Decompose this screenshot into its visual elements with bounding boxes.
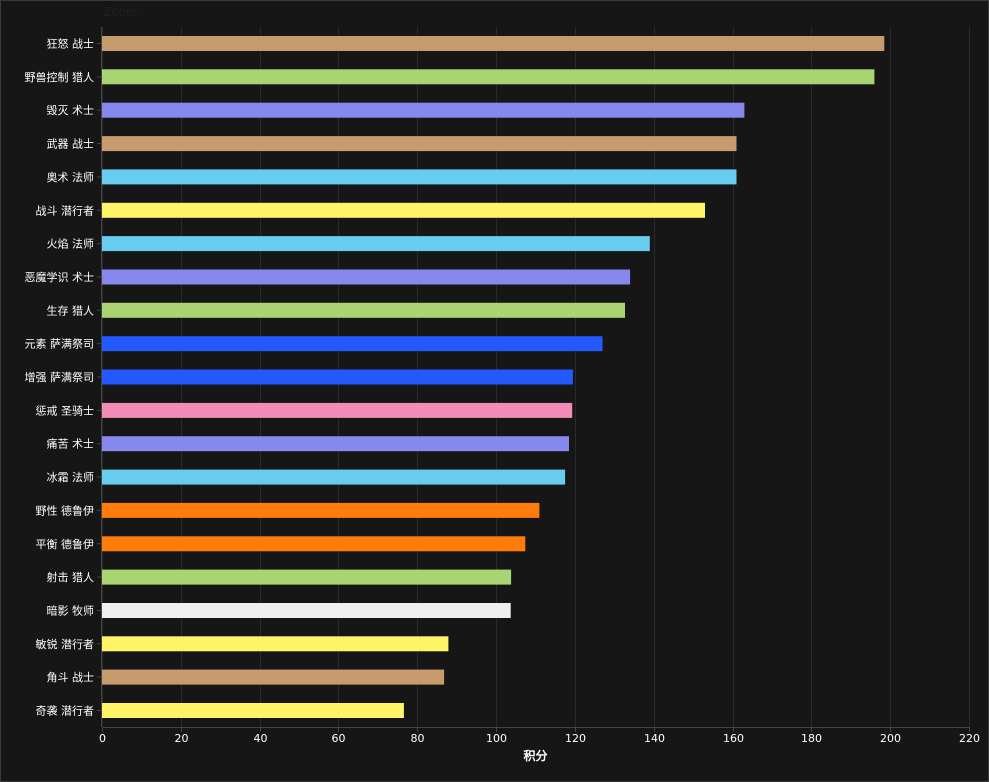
- bar[interactable]: [102, 102, 745, 118]
- category-label: 武器 战士: [47, 138, 95, 151]
- category-label: 射击 猎人: [47, 570, 95, 584]
- category-label: 增强 萨满祭司: [25, 370, 95, 384]
- x-tick-label: 60: [332, 732, 346, 745]
- bar[interactable]: [102, 36, 885, 51]
- category-label: 元素 萨满祭司: [25, 338, 95, 351]
- category-label: 敏锐 潜行者: [36, 637, 95, 651]
- bar[interactable]: [102, 636, 449, 652]
- x-axis-labels: 0 20 40 60 80 100 120 140 160 180 200 220: [99, 732, 980, 745]
- bar[interactable]: [102, 369, 573, 385]
- bar[interactable]: [102, 169, 737, 185]
- category-label: 火焰 法师: [47, 237, 95, 251]
- bar[interactable]: [102, 536, 526, 552]
- bar[interactable]: [102, 336, 603, 352]
- bar[interactable]: [102, 569, 512, 585]
- category-label: 暗影 牧师: [47, 603, 95, 617]
- category-label: 狂怒 战士: [47, 37, 95, 51]
- bar[interactable]: [102, 202, 705, 218]
- bar[interactable]: [102, 469, 566, 485]
- x-tick-label: 40: [254, 732, 268, 745]
- bar[interactable]: [102, 669, 445, 685]
- x-tick-label: 220: [959, 732, 980, 745]
- x-tick-label: 20: [175, 732, 189, 745]
- x-tick-label: 0: [99, 732, 106, 745]
- category-label: 恶魔学识 术士: [25, 270, 95, 284]
- x-tick-label: 100: [486, 732, 507, 745]
- bar[interactable]: [102, 302, 625, 318]
- x-tick-label: 120: [565, 732, 586, 745]
- x-tick-label: 160: [723, 732, 744, 745]
- category-label: 平衡 德鲁伊: [36, 537, 95, 551]
- category-label: 生存 猎人: [47, 303, 95, 317]
- x-tick-label: 200: [880, 732, 901, 745]
- category-label: 冰霜 法师: [47, 470, 95, 484]
- category-label: 奇袭 潜行者: [36, 704, 95, 718]
- bar[interactable]: [102, 402, 573, 418]
- x-axis-title: 积分: [523, 748, 547, 763]
- category-label: 野性 德鲁伊: [36, 503, 95, 517]
- bar[interactable]: [102, 436, 569, 452]
- bar[interactable]: [102, 69, 875, 85]
- bar[interactable]: [102, 136, 737, 152]
- x-tick-label: 80: [411, 732, 425, 745]
- category-label: 毁灭 术士: [47, 103, 95, 117]
- category-label: 痛苦 术士: [47, 437, 95, 451]
- bar[interactable]: [102, 502, 540, 518]
- bar[interactable]: [102, 703, 404, 718]
- x-tick-label: 180: [801, 732, 822, 745]
- category-label: 奥术 法师: [47, 170, 95, 184]
- bar[interactable]: [102, 236, 650, 252]
- category-label: 野兽控制 猎人: [25, 70, 95, 84]
- zoom-label[interactable]: Zoom: [103, 5, 138, 19]
- bar[interactable]: [102, 603, 511, 618]
- bar-layer: [102, 36, 885, 718]
- category-label: 角斗 战士: [47, 671, 95, 684]
- bar[interactable]: [102, 269, 631, 285]
- category-label: 战斗 潜行者: [36, 203, 95, 217]
- category-label: 惩戒 圣骑士: [36, 404, 95, 417]
- x-tick-label: 140: [644, 732, 665, 745]
